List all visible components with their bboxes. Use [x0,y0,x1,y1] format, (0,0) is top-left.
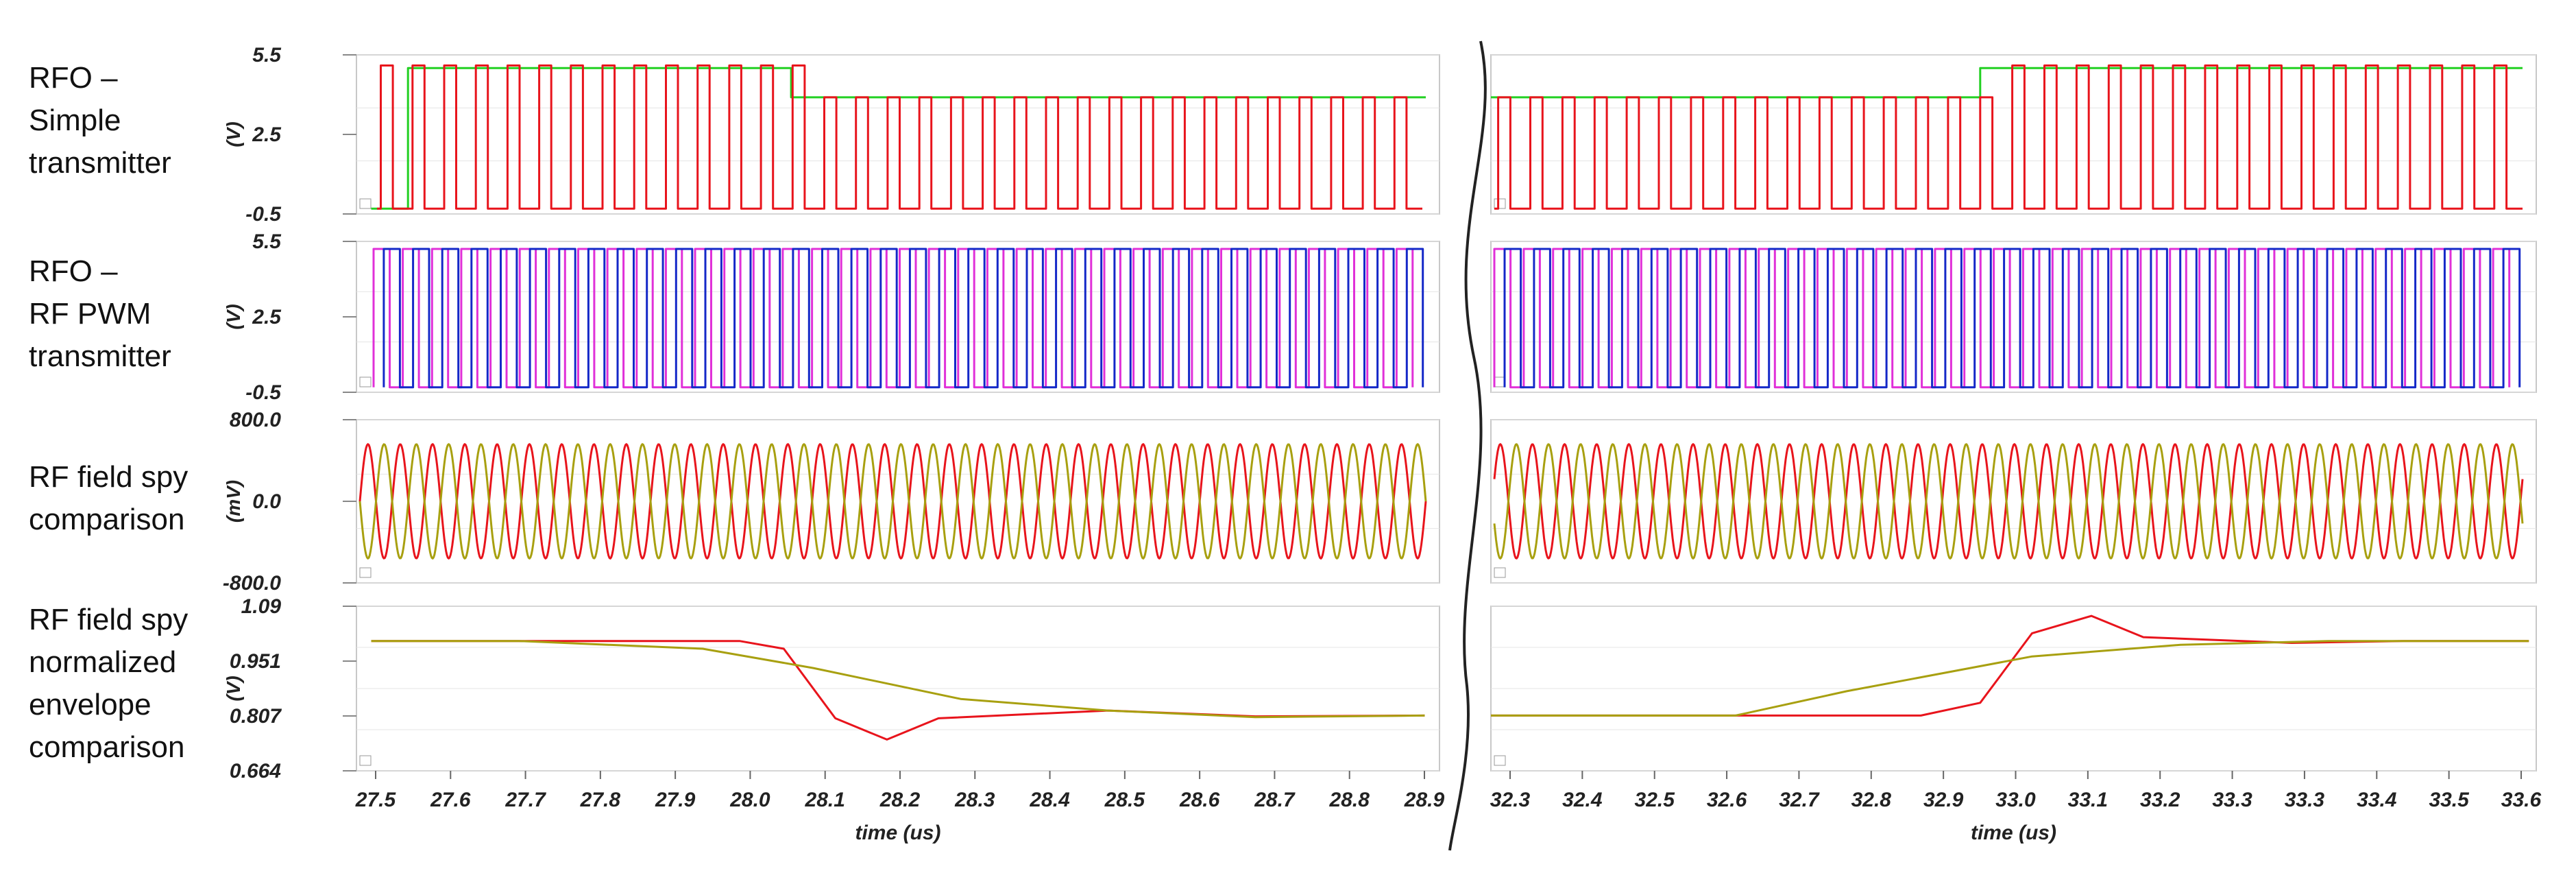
panel-marker-icon [359,567,372,578]
row-label-line: RFO – [29,61,118,95]
x-tick-label: 32.5 [1635,789,1676,811]
x-tick-label: 32.3 [1490,789,1531,811]
panel-marker-icon [359,198,372,209]
y-tick-label: 2.5 [252,123,282,146]
red-sine-trace-right [1493,443,2524,560]
y-tick-label: -0.5 [245,203,282,226]
panel-frame [1490,241,2537,393]
y-tick-label: 0.664 [230,760,281,782]
y-tick-label: 800.0 [230,409,281,431]
x-tick-label: 33.0 [1995,789,2036,811]
x-tick-label: 27.8 [580,789,621,811]
y-axis-ticks: 5.5 2.5 -0.5 (V) 5.5 2.5 -0.5 (V) 800.0 0.0 -800.0… [223,44,356,782]
olive-envelope-trace-left [371,640,1425,719]
panel-marker-icon [359,376,372,387]
row-label-line: RF PWM [29,297,151,331]
red-envelope-trace-right [1491,614,2529,717]
x-tick-label: 32.6 [1707,789,1747,811]
olive-sine-trace-right [1493,443,2524,560]
x-tick-label: 33.6 [2501,789,2542,811]
y-tick-label: -800.0 [223,572,281,595]
y-axis-unit: (V) [223,304,244,329]
x-axis: 27.5 27.6 27.7 27.8 27.9 28.0 28.1 28.2 28.3 28.4… [355,771,2542,844]
green-level-trace-right [1491,67,2523,99]
row-label-line: Simple [29,104,121,137]
x-tick-label: 28.9 [1404,789,1445,811]
y-tick-label: 1.09 [241,595,282,618]
row-label-line: RF field spy [29,460,188,494]
row-label-line: RF field spy [29,603,188,636]
x-tick-label: 28.5 [1104,789,1146,811]
x-tick-label: 33.4 [2357,789,2397,811]
y-tick-label: 0.807 [230,705,282,728]
blue-square-trace-left [382,248,1424,389]
x-tick-label: 33.5 [2429,789,2470,811]
x-tick-label: 27.6 [430,789,471,811]
x-tick-label: 32.7 [1779,789,1820,811]
y-tick-label: 5.5 [252,44,282,67]
x-axis-label-left: time (us) [855,822,940,844]
panel-marker-icon [359,755,372,766]
panel-frame [1490,54,2537,215]
row-label-line: envelope [29,688,151,721]
x-tick-label: 32.8 [1851,789,1892,811]
x-tick-label: 33.3 [2285,789,2325,811]
blue-square-trace-right [1503,248,2521,389]
x-tick-label: 28.7 [1254,789,1296,811]
olive-envelope-trace-right [1491,640,2529,717]
red-envelope-trace-left [371,640,1425,741]
panel-marker-icon [1494,755,1506,766]
x-tick-label: 32.9 [1923,789,1964,811]
x-tick-label: 32.4 [1562,789,1603,811]
y-axis-unit: (V) [223,121,244,147]
x-axis-label-right: time (us) [1971,822,2056,844]
row-label-line: comparison [29,503,184,536]
x-tick-label: 27.5 [355,789,397,811]
x-tick-label: 27.7 [505,789,546,811]
x-tick-label: 28.3 [954,789,995,811]
x-tick-label: 33.1 [2068,789,2108,811]
y-axis-unit: (V) [223,675,244,701]
x-tick-label: 33.3 [2212,789,2252,811]
x-tick-label: 28.8 [1329,789,1370,811]
y-tick-label: 2.5 [252,306,282,328]
row-label-line: comparison [29,730,184,764]
x-tick-label: 28.2 [879,789,921,811]
x-tick-label: 27.9 [655,789,696,811]
olive-sine-trace-left [359,443,1427,560]
axis-break-curve [1448,40,1487,851]
waveform-traces [359,64,2529,741]
y-tick-label: 0.951 [230,650,281,673]
x-tick-label: 33.2 [2140,789,2180,811]
row-label-line: RFO – [29,254,118,288]
x-tick-label: 28.1 [805,789,845,811]
red-square-trace-left [377,64,1422,210]
row-label-line: transmitter [29,339,171,373]
y-tick-label: 5.5 [252,230,282,253]
row-label-line: transmitter [29,146,171,180]
panel-frame [356,419,1440,584]
y-tick-label: -0.5 [245,381,282,404]
red-square-trace-right [1494,64,2523,210]
x-tick-label: 28.0 [729,789,770,811]
row-label-line: normalized [29,645,176,679]
y-axis-unit: (mV) [223,480,244,523]
panel-marker-icon [1494,567,1506,578]
x-tick-label: 28.6 [1179,789,1220,811]
x-tick-label: 28.4 [1029,789,1070,811]
panel-frames [356,54,2537,772]
y-tick-label: 0.0 [252,490,281,513]
panel-marker-icon [1494,198,1506,209]
row-labels: RFO – Simple transmitter RFO – RF PWM transmi… [29,61,188,764]
